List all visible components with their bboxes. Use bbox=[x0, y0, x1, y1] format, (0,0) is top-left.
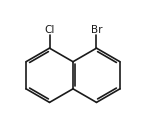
Text: Cl: Cl bbox=[44, 25, 55, 35]
Text: Br: Br bbox=[91, 25, 102, 35]
